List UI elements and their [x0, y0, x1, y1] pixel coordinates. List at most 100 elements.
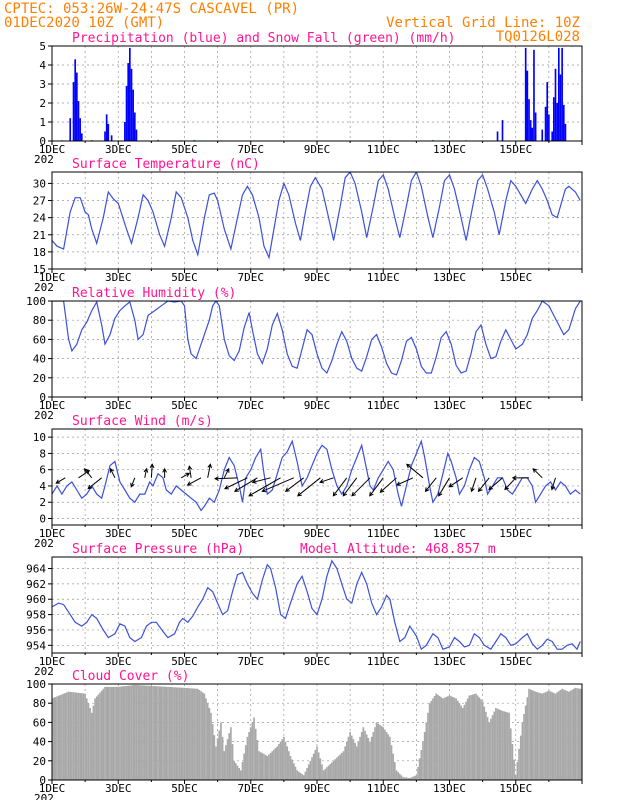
cloud-bar — [447, 696, 449, 780]
cloud-xtick-label: 11DEC — [367, 782, 400, 795]
humidity-xtick-label: 3DEC — [105, 399, 132, 412]
cloud-bar — [56, 696, 58, 780]
pressure-annotation: Model Altitude: 468.857 m — [300, 542, 496, 557]
cloud-bar — [556, 692, 558, 780]
cloud-bar — [344, 746, 346, 780]
precip-xtick-label: 5DEC — [171, 143, 198, 156]
precip-xtick-label: 11DEC — [367, 143, 400, 156]
cloud-bar — [206, 703, 209, 780]
cloud-bar — [165, 686, 168, 780]
precip-plot — [61, 47, 567, 141]
cloud-bar — [485, 711, 487, 780]
precip-ytick-label: 4 — [39, 59, 46, 72]
cloud-bar — [528, 688, 530, 780]
wind-ytick-label: 8 — [39, 447, 46, 460]
cloud-bar — [162, 686, 164, 780]
precip-ytick-label: 3 — [39, 78, 46, 91]
cloud-bar — [208, 708, 211, 780]
cloud-bar — [341, 752, 343, 780]
temperature-ytick-label: 21 — [33, 229, 46, 242]
precip-bar — [529, 120, 532, 141]
wind-arrow — [162, 467, 167, 478]
precip-bar — [124, 122, 126, 141]
humidity-xtick-label: 15DEC — [499, 399, 532, 412]
cloud-bar — [445, 696, 448, 780]
cloud-bar — [138, 685, 141, 780]
cloud-bar — [309, 760, 312, 780]
cloud-bar — [67, 691, 70, 780]
pressure-title: Surface Pressure (hPa) — [72, 542, 244, 557]
cloud-bar — [538, 692, 540, 780]
cloud-bar — [455, 698, 457, 780]
cloud-bar — [182, 687, 184, 780]
wind-arrow — [130, 477, 136, 488]
cloud-bar — [225, 745, 227, 780]
cloud-bar — [569, 690, 572, 780]
precip-bar — [80, 133, 83, 141]
cloud-bar — [450, 696, 452, 780]
wind-arrow — [207, 463, 213, 478]
precip-xtick-label: 15DEC — [499, 143, 532, 156]
cloud-bar — [193, 688, 196, 780]
precip-bar — [69, 118, 72, 141]
pressure-ytick-label: 958 — [26, 609, 46, 622]
pressure-ytick-label: 954 — [26, 639, 46, 652]
cloud-bar — [112, 686, 115, 780]
cloud-bar — [231, 744, 234, 780]
cloud-bar — [430, 700, 433, 780]
humidity-year-fragment: 202 — [34, 409, 54, 422]
wind-arrow — [213, 476, 238, 481]
cloud-bar — [503, 711, 505, 780]
humidity-ytick-label: 20 — [33, 372, 46, 385]
humidity-xtick-label: 7DEC — [238, 399, 265, 412]
cloud-bar — [390, 745, 393, 780]
cloud-bar — [403, 777, 406, 780]
cloud-bar — [427, 712, 429, 780]
cloud-bar — [493, 711, 496, 780]
cloud-bar — [521, 722, 524, 780]
cloud-bar — [84, 693, 86, 780]
cloud-bar — [256, 740, 259, 780]
precip-bar — [129, 47, 131, 141]
cloud-ytick-label: 0 — [39, 774, 46, 787]
cloud-bar — [243, 753, 245, 780]
cloud-bar — [163, 686, 166, 780]
cloud-bar — [205, 698, 207, 780]
cloud-bar — [360, 732, 363, 780]
header: CPTEC: 053:26W-24:47S CASCAVEL (PR) 01DE… — [4, 1, 580, 45]
cloud-bar — [61, 694, 63, 780]
humidity-title: Relative Humidity (%) — [72, 286, 236, 301]
cloud-bar — [223, 751, 226, 780]
cloud-bar — [480, 699, 482, 780]
pressure-xtick-label: 5DEC — [171, 655, 198, 668]
cloud-bar — [433, 696, 436, 780]
cloud-bar — [299, 772, 302, 780]
wind-arrow — [470, 477, 477, 493]
cloud-bar — [157, 686, 159, 780]
cloud-bar — [264, 755, 267, 780]
cloud-bar — [319, 758, 322, 780]
wind-arrow — [438, 477, 450, 497]
wind-arrow — [477, 477, 490, 493]
temperature-panel: 15 18 21 24 27 30 1DEC 3DEC 5DEC 7DEC 9DEC 11DEC 13D… — [33, 157, 583, 294]
temperature-xtick-label: 13DEC — [433, 271, 466, 284]
cloud-bar — [294, 766, 297, 780]
cloud-bar — [395, 770, 398, 780]
cloud-bar — [554, 693, 557, 780]
wind-arrow — [223, 477, 248, 490]
cloud-bar — [370, 736, 373, 780]
station-header: CPTEC: 053:26W-24:47S CASCAVEL (PR) — [4, 1, 299, 17]
cloud-bar — [531, 690, 534, 780]
wind-arrow — [180, 472, 191, 479]
cloud-bar — [349, 732, 351, 780]
cloud-bar — [549, 691, 552, 780]
temperature-plot — [52, 172, 581, 260]
cloud-bar — [491, 715, 494, 780]
humidity-ytick-label: 60 — [33, 333, 46, 346]
cloud-bar — [539, 693, 542, 780]
precip-bar — [548, 114, 550, 141]
model-code: TQ0126L028 — [496, 29, 580, 45]
pressure-ytick-label: 964 — [26, 563, 46, 576]
precip-ytick-label: 1 — [39, 116, 46, 129]
cloud-bar — [471, 694, 474, 780]
